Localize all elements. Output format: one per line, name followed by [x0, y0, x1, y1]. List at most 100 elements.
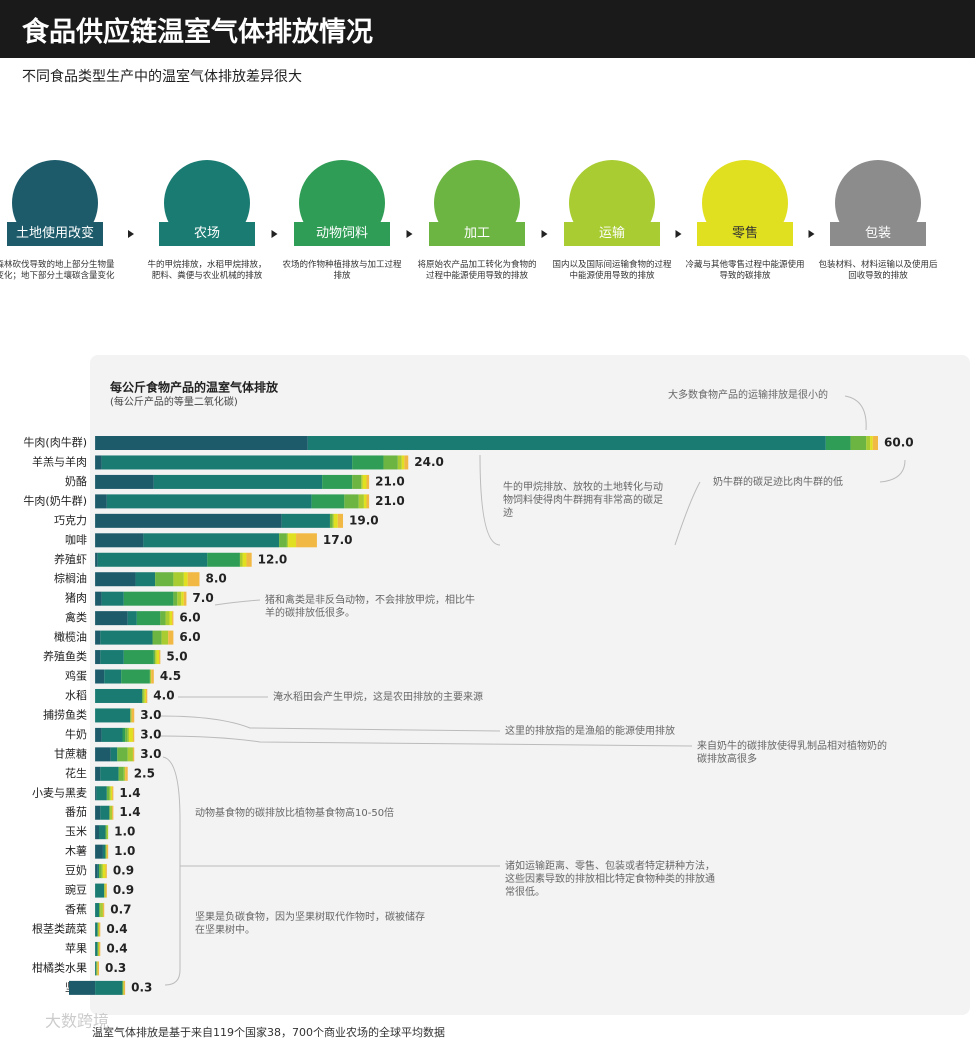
title: 食品供应链温室气体排放情况: [22, 17, 373, 48]
stage-arrow: [128, 230, 134, 238]
category-label: 牛奶: [65, 727, 87, 741]
total-label: 0.3: [105, 961, 126, 975]
bar-segment: [95, 980, 123, 995]
bar-segment: [332, 513, 334, 528]
total-label: 1.4: [119, 805, 140, 819]
leader: [674, 481, 701, 546]
stage-label: 土地使用改变: [7, 222, 103, 246]
bar-segment: [95, 455, 102, 470]
bar-segment: [825, 436, 851, 450]
leader: [159, 735, 693, 747]
category-label: 奶酪: [65, 474, 87, 488]
total-label: 1.4: [119, 786, 140, 800]
bar-segment: [95, 844, 103, 859]
stage-label: 包装: [830, 222, 926, 246]
bar-segment: [101, 864, 103, 879]
bar-segment: [173, 572, 184, 587]
category-label: 鸡蛋: [65, 669, 87, 683]
stage-label: 动物饲料: [294, 222, 390, 246]
bar-segment: [173, 591, 178, 606]
bar-segment: [311, 494, 345, 509]
bar-segment: [100, 805, 110, 820]
bar-segment: [95, 669, 105, 684]
bar-segment: [101, 727, 123, 742]
stage-arrow: [271, 230, 278, 238]
category-label: 小麦与黑麦: [32, 786, 87, 799]
total-label: 1.0: [114, 825, 135, 839]
bar-segment: [187, 572, 200, 587]
bar-segment: [104, 883, 106, 898]
bar-segment: [127, 747, 133, 762]
bar-segment: [127, 611, 137, 626]
total-label: 21.0: [375, 494, 405, 508]
total-label: 6.0: [179, 630, 200, 644]
bar-segment: [246, 552, 252, 567]
bar-segment: [95, 883, 105, 898]
bar-segment: [281, 513, 330, 528]
total-label: 0.9: [113, 883, 134, 897]
bar-segment: [153, 474, 323, 489]
annotation: 动物基食物的碳排放比植物基食物高10-50倍: [195, 808, 395, 819]
bar-segment: [172, 611, 174, 626]
bar-segment: [145, 688, 148, 703]
total-label: 19.0: [349, 513, 379, 527]
bar-segment: [99, 922, 101, 937]
bar-segment: [95, 474, 154, 489]
bar-segment: [97, 922, 100, 937]
bar-segment: [872, 436, 878, 450]
bar-segment: [165, 611, 170, 626]
bar-segment: [97, 941, 100, 956]
category-label: 玉米: [65, 825, 87, 838]
bar-segment: [159, 650, 161, 665]
bar-segment: [383, 455, 398, 470]
stage-label: 运输: [564, 222, 660, 246]
bar-segment: [153, 650, 156, 665]
bar-segment: [352, 474, 362, 489]
annotation: 这里的排放指的是渔船的能源使用排放: [505, 726, 675, 737]
bar-segment: [155, 572, 174, 587]
bar-segment: [95, 552, 98, 567]
annotation: 诸如运输距离、零售、包装或者特定耕种方法，这些因素导致的排放相比特定食物种类的排…: [505, 861, 715, 898]
category-label: 甘蔗糖: [54, 746, 87, 760]
stage-description: 牛的甲烷排放，水稻甲烷排放，肥料、粪便与农业机械的排放: [147, 260, 267, 281]
bar-segment: [95, 786, 97, 801]
bar-segment: [95, 961, 97, 976]
bar-segment: [105, 825, 107, 840]
bar-segment: [149, 669, 152, 684]
leader: [162, 756, 181, 986]
stage-description: 农场的作物种植排放与加工过程排放: [282, 260, 402, 281]
total-label: 0.7: [110, 903, 131, 917]
total-label: 12.0: [258, 552, 288, 566]
bar-segment: [101, 455, 353, 470]
bar-segment: [106, 494, 312, 509]
bar-segment: [307, 436, 826, 450]
total-label: 5.0: [166, 650, 187, 664]
bar-segment: [102, 864, 106, 879]
bar-segment: [121, 669, 150, 684]
bar-segment: [177, 591, 182, 606]
bar-segment: [101, 591, 124, 606]
bar-segment: [169, 611, 173, 626]
bar-segment: [95, 688, 143, 703]
bar-segment: [122, 980, 124, 995]
category-label: 香蕉: [65, 903, 87, 916]
total-label: 0.3: [131, 980, 152, 994]
stage-arrow: [808, 230, 815, 238]
bar-segment: [404, 455, 409, 470]
bar-segment: [100, 650, 124, 665]
bar-segment: [95, 533, 144, 548]
stage-arrow: [406, 230, 413, 238]
bar-segment: [181, 591, 184, 606]
bar-segment: [161, 630, 169, 645]
chart-subtitle: (每公斤产品的等量二氧化碳): [110, 395, 238, 408]
bar-segment: [152, 630, 162, 645]
leader: [844, 395, 867, 431]
bar-segment: [95, 864, 98, 879]
total-label: 0.4: [106, 941, 127, 955]
bar-segment: [95, 727, 102, 742]
bar-segment: [123, 980, 126, 995]
bar-segment: [142, 688, 144, 703]
stage-label: 农场: [159, 222, 255, 246]
bar-segment: [118, 766, 124, 781]
